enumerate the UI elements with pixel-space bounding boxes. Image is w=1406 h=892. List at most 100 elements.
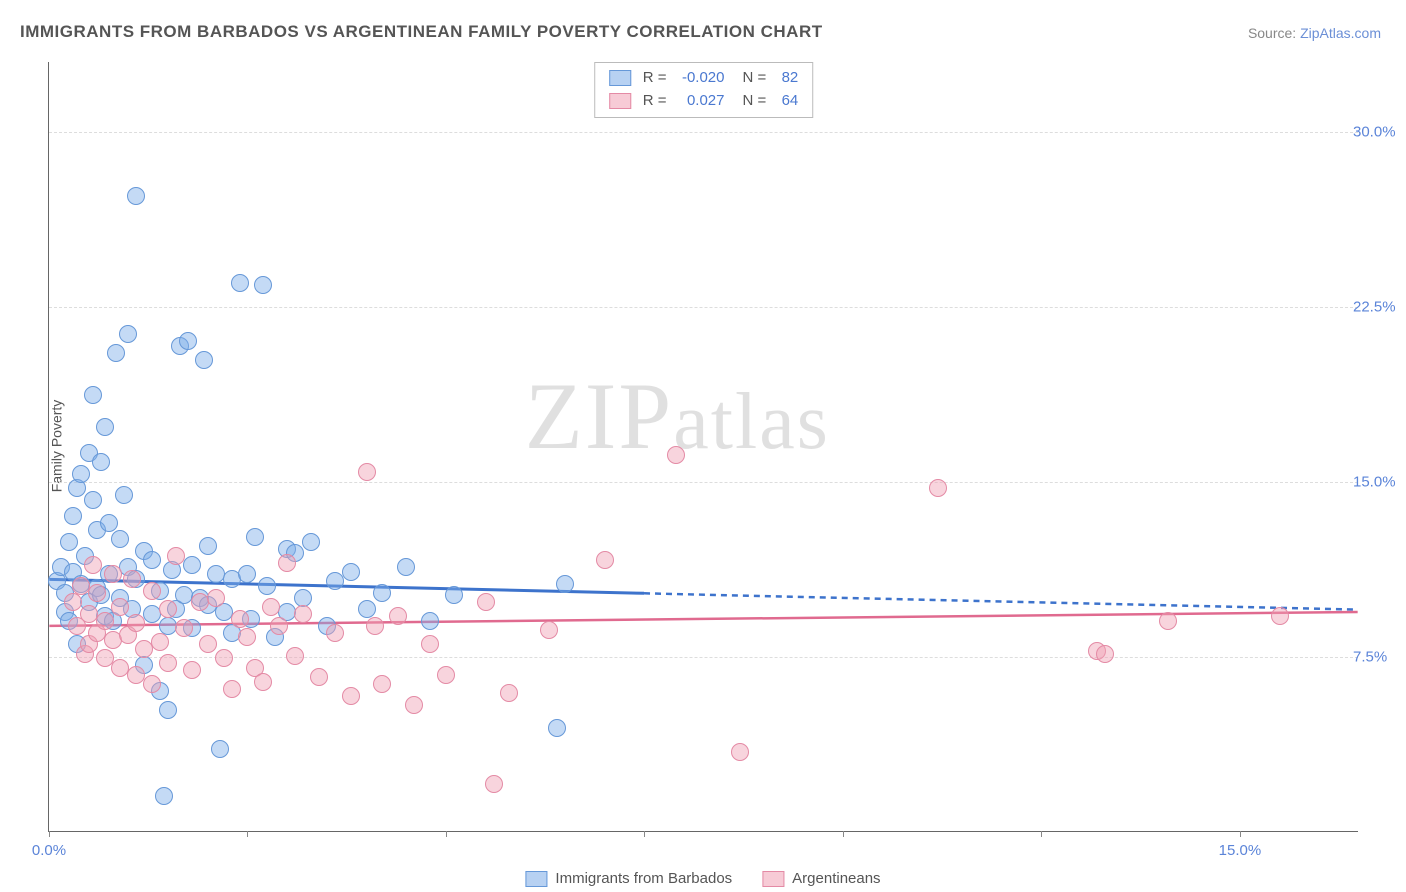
ytick-label: 22.5% <box>1353 299 1406 316</box>
data-point <box>258 577 276 595</box>
data-point <box>127 187 145 205</box>
legend-item-pink: Argentineans <box>762 870 880 887</box>
data-point <box>211 740 229 758</box>
source-link[interactable]: ZipAtlas.com <box>1300 25 1381 41</box>
data-point <box>294 605 312 623</box>
gridline-h <box>49 482 1358 483</box>
data-point <box>111 598 129 616</box>
xtick-mark <box>1240 831 1241 837</box>
data-point <box>127 614 145 632</box>
legend-item-blue: Immigrants from Barbados <box>525 870 732 887</box>
data-point <box>100 514 118 532</box>
data-point <box>64 593 82 611</box>
source-prefix: Source: <box>1248 25 1300 41</box>
data-point <box>302 533 320 551</box>
ytick-label: 7.5% <box>1353 649 1406 666</box>
n-value-blue: 82 <box>774 67 798 90</box>
data-point <box>179 332 197 350</box>
data-point <box>294 589 312 607</box>
data-point <box>167 547 185 565</box>
n-value-pink: 64 <box>774 90 798 113</box>
stats-row-blue: R = -0.020 N = 82 <box>609 67 799 90</box>
data-point <box>231 610 249 628</box>
xtick-mark <box>843 831 844 837</box>
data-point <box>389 607 407 625</box>
data-point <box>159 654 177 672</box>
trend-lines <box>49 62 1358 831</box>
data-point <box>199 635 217 653</box>
data-point <box>405 696 423 714</box>
data-point <box>262 598 280 616</box>
data-point <box>500 684 518 702</box>
data-point <box>358 600 376 618</box>
data-point <box>143 582 161 600</box>
data-point <box>88 584 106 602</box>
data-point <box>238 565 256 583</box>
data-point <box>596 551 614 569</box>
data-point <box>310 668 328 686</box>
data-point <box>278 554 296 572</box>
data-point <box>64 507 82 525</box>
swatch-pink-icon <box>609 93 631 109</box>
data-point <box>143 675 161 693</box>
data-point <box>92 453 110 471</box>
xtick-label: 15.0% <box>1219 842 1262 859</box>
gridline-h <box>49 657 1358 658</box>
gridline-h <box>49 307 1358 308</box>
data-point <box>342 687 360 705</box>
data-point <box>207 589 225 607</box>
legend-label-pink: Argentineans <box>792 870 880 887</box>
data-point <box>238 628 256 646</box>
data-point <box>183 556 201 574</box>
data-point <box>1096 645 1114 663</box>
data-point <box>183 661 201 679</box>
data-point <box>143 551 161 569</box>
data-point <box>421 635 439 653</box>
data-point <box>397 558 415 576</box>
data-point <box>358 463 376 481</box>
data-point <box>84 556 102 574</box>
data-point <box>84 491 102 509</box>
data-point <box>115 486 133 504</box>
bottom-legend: Immigrants from Barbados Argentineans <box>525 870 880 887</box>
stats-legend: R = -0.020 N = 82 R = 0.027 N = 64 <box>594 62 814 118</box>
data-point <box>223 680 241 698</box>
data-point <box>159 600 177 618</box>
data-point <box>373 675 391 693</box>
chart-title: IMMIGRANTS FROM BARBADOS VS ARGENTINEAN … <box>20 22 823 42</box>
data-point <box>556 575 574 593</box>
data-point <box>151 633 169 651</box>
data-point <box>159 701 177 719</box>
swatch-pink-icon <box>762 871 784 887</box>
data-point <box>84 386 102 404</box>
data-point <box>270 617 288 635</box>
data-point <box>231 274 249 292</box>
data-point <box>254 673 272 691</box>
xtick-mark <box>49 831 50 837</box>
data-point <box>60 533 78 551</box>
data-point <box>155 787 173 805</box>
data-point <box>445 586 463 604</box>
data-point <box>1159 612 1177 630</box>
data-point <box>929 479 947 497</box>
data-point <box>326 624 344 642</box>
gridline-h <box>49 132 1358 133</box>
data-point <box>72 465 90 483</box>
data-point <box>107 344 125 362</box>
data-point <box>437 666 455 684</box>
data-point <box>548 719 566 737</box>
n-label: N = <box>743 67 767 90</box>
data-point <box>104 565 122 583</box>
xtick-mark <box>247 831 248 837</box>
data-point <box>540 621 558 639</box>
data-point <box>123 570 141 588</box>
scatter-plot: ZIPatlas R = -0.020 N = 82 R = 0.027 N =… <box>48 62 1358 832</box>
data-point <box>246 528 264 546</box>
n-label: N = <box>743 90 767 113</box>
r-label: R = <box>643 90 667 113</box>
stats-row-pink: R = 0.027 N = 64 <box>609 90 799 113</box>
data-point <box>485 775 503 793</box>
data-point <box>1271 607 1289 625</box>
ytick-label: 15.0% <box>1353 474 1406 491</box>
data-point <box>373 584 391 602</box>
